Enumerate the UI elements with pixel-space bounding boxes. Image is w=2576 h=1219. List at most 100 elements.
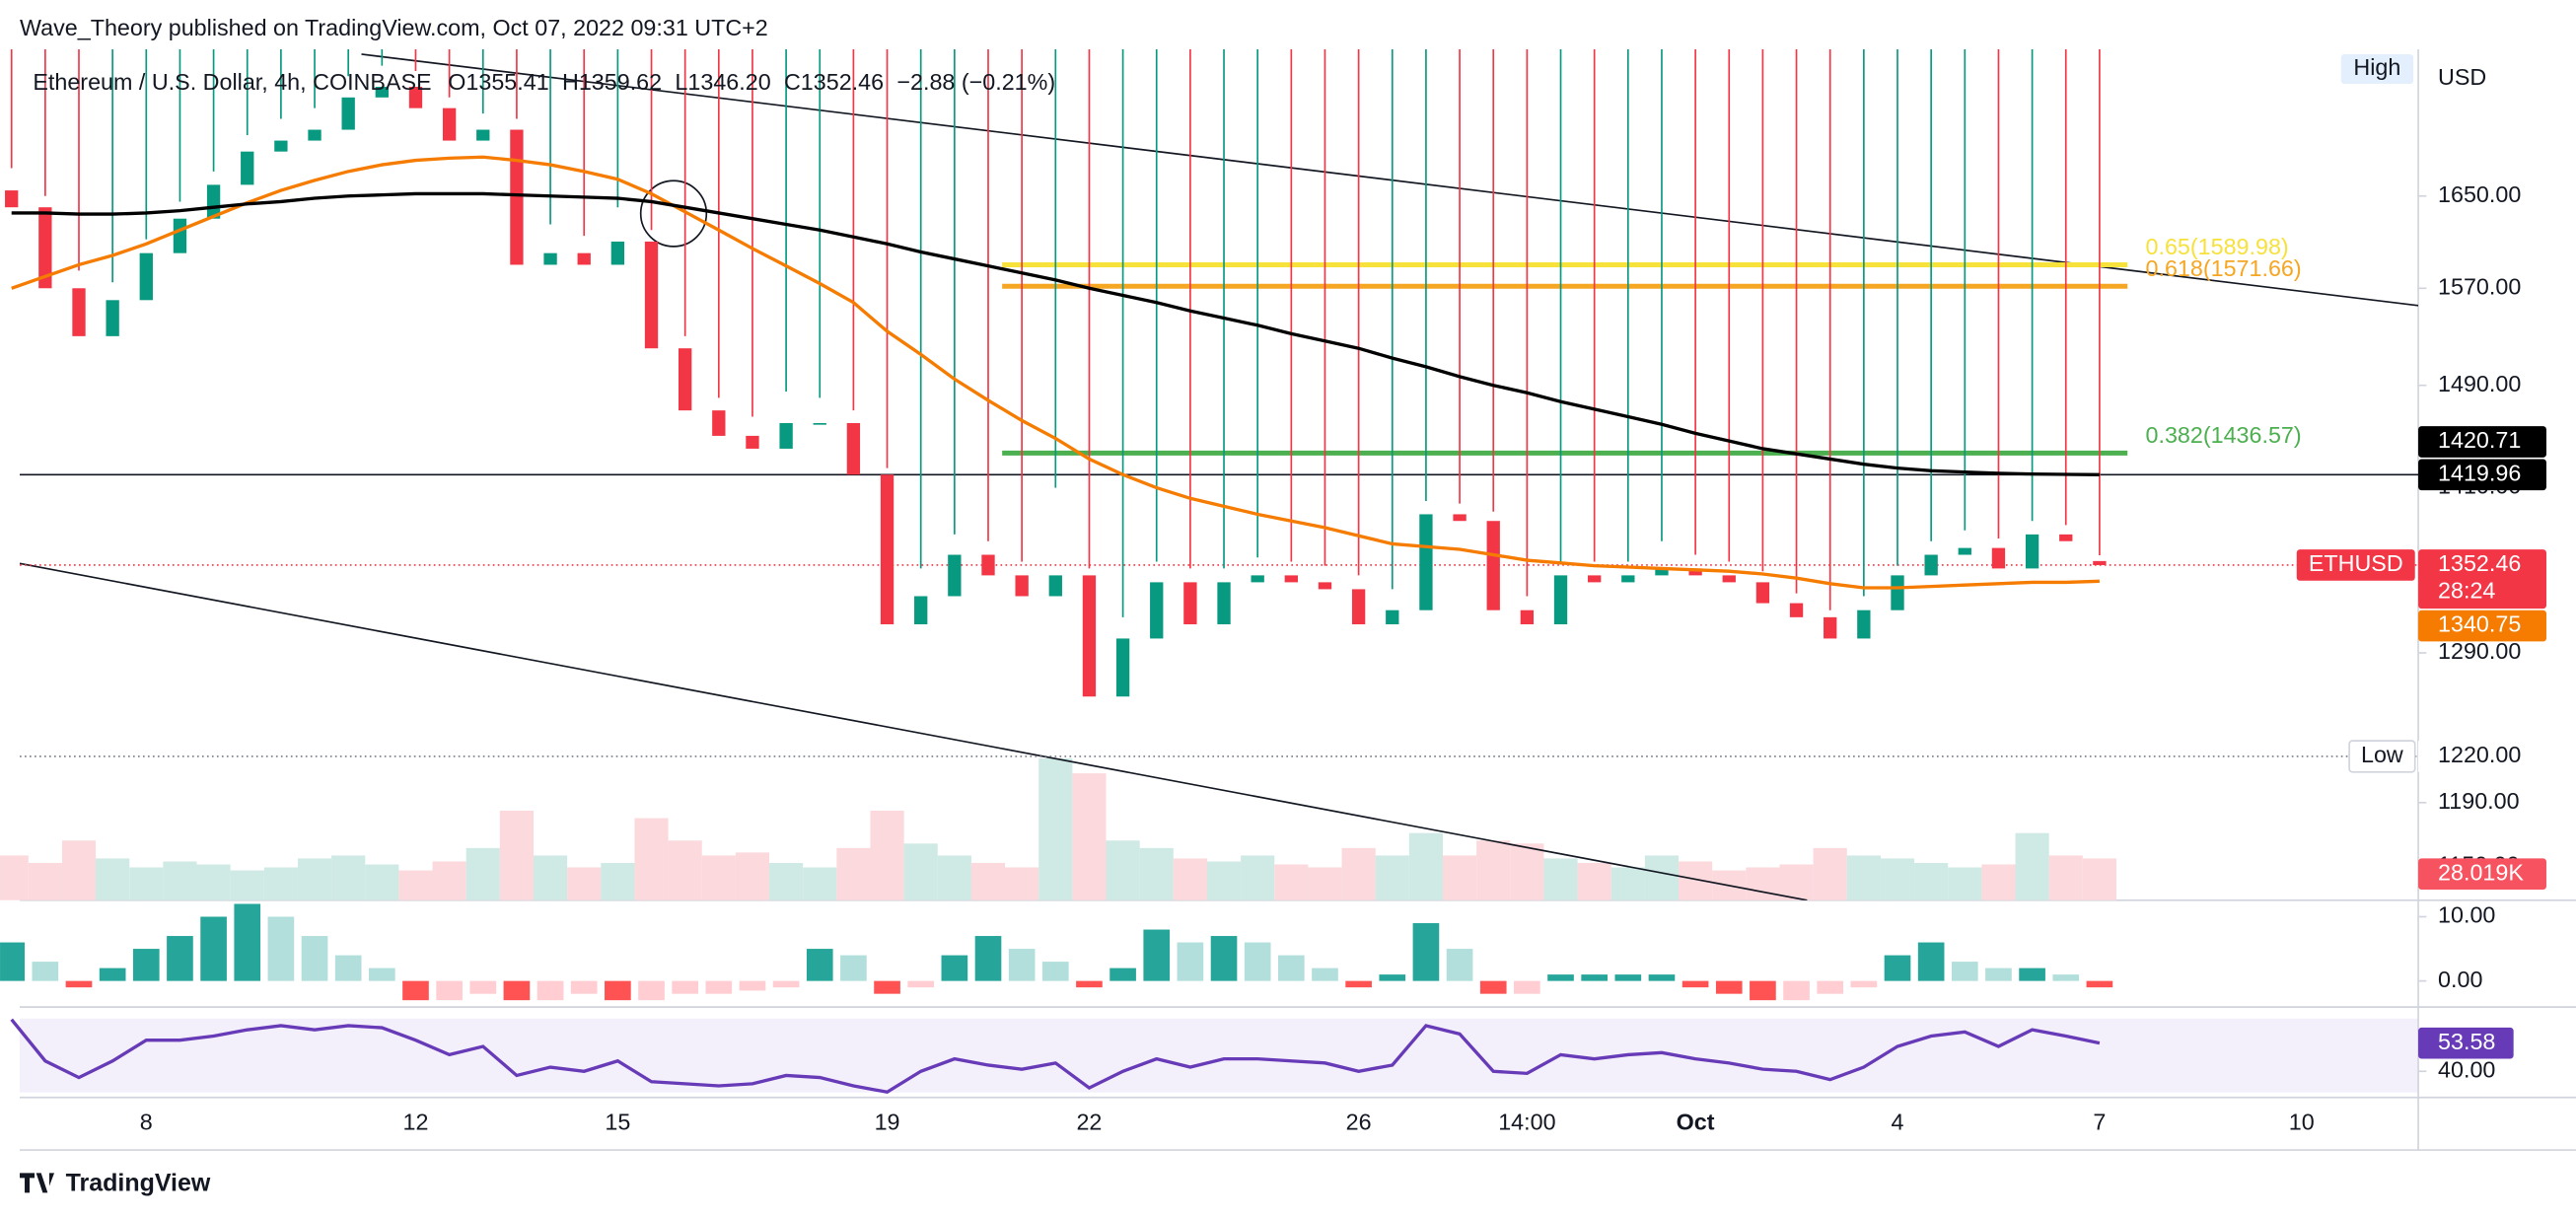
volume-bar — [1241, 855, 1275, 900]
macd-bar — [1041, 962, 1069, 981]
macd-bar — [1446, 949, 1473, 981]
x-tick-label: 4 — [1892, 1110, 1904, 1135]
macd-bar — [1750, 980, 1776, 1001]
candle-body — [1958, 547, 1971, 555]
macd-bar — [1547, 974, 1574, 981]
price-tag-label: 1420.71 — [2438, 427, 2521, 453]
x-tick-label: 22 — [1076, 1110, 1102, 1135]
symbol-tag-label: ETHUSD — [2309, 550, 2403, 576]
volume-bar — [1038, 757, 1073, 900]
candle-body — [1351, 589, 1366, 625]
volume-bar — [96, 858, 130, 900]
macd-bar — [1850, 980, 1878, 988]
rsi-band — [20, 1018, 2419, 1093]
volume-bar — [2048, 855, 2083, 900]
candle-body — [543, 252, 557, 265]
candle-body — [510, 129, 524, 265]
volume-bar — [297, 858, 332, 900]
ohlc-value: C1352.46 — [784, 69, 884, 95]
volume-bar — [1510, 843, 1544, 900]
price-tag-label: 1352.46 — [2438, 550, 2521, 576]
volume-bar — [432, 861, 466, 900]
macd-bar — [1581, 974, 1608, 981]
legend: Ethereum / U.S. Dollar, 4h, COINBASE — [33, 69, 431, 95]
macd-bar — [1076, 980, 1103, 988]
macd-bar — [1312, 968, 1338, 981]
macd-bar — [2052, 974, 2080, 981]
volume-bar — [634, 818, 669, 900]
volume-bar — [1610, 867, 1645, 900]
macd-bar — [570, 980, 598, 994]
macd-bar — [334, 955, 362, 981]
candle-body — [1251, 575, 1264, 583]
volume-bar — [668, 840, 702, 900]
volume-bar — [701, 855, 736, 900]
volume-bar — [1341, 847, 1376, 900]
candle-body — [341, 97, 355, 130]
candle-body — [813, 422, 826, 425]
candle-body — [2025, 534, 2039, 569]
volume-bar — [1779, 864, 1814, 900]
macd-bar — [267, 916, 295, 981]
fib-label: 0.65(1589.98) — [2146, 234, 2289, 259]
volume-bar — [1173, 858, 1207, 900]
macd-bar — [605, 980, 631, 1001]
macd-bar — [1345, 980, 1372, 988]
high-label: High — [2353, 54, 2400, 80]
low-label: Low — [2361, 742, 2403, 767]
macd-bar — [2019, 968, 2045, 981]
x-tick-label: 14:00 — [1498, 1110, 1555, 1135]
candle-body — [1115, 638, 1130, 697]
candle-body — [1082, 575, 1097, 697]
candle-body — [1318, 582, 1332, 590]
macd-bar — [1682, 980, 1709, 988]
macd-bar — [1278, 955, 1305, 981]
low-tag-value: 1220.00 — [2438, 742, 2521, 767]
candle-body — [1486, 521, 1500, 610]
macd-bar — [772, 980, 800, 988]
macd-bar — [1648, 974, 1676, 981]
macd-bar — [200, 916, 227, 981]
fib-label: 0.618(1571.66) — [2146, 255, 2302, 281]
candle-body — [274, 140, 288, 152]
candle-body — [1553, 575, 1568, 625]
macd-bar — [402, 980, 429, 1001]
x-tick-label: 12 — [403, 1110, 429, 1135]
candle-body — [375, 87, 389, 98]
volume-bar — [836, 847, 871, 900]
volume-bar — [1746, 867, 1780, 900]
volume-bar — [263, 867, 298, 900]
volume-tag-label: 28.019K — [2438, 859, 2524, 885]
rsi-tick-label: 40.00 — [2438, 1056, 2495, 1082]
candle-body — [1150, 582, 1164, 639]
candle-body — [2059, 534, 2073, 541]
macd-bar — [1817, 980, 1844, 994]
candle-body — [408, 87, 423, 108]
volume-bar — [970, 862, 1006, 900]
macd-bar — [672, 980, 698, 994]
volume-bar — [2015, 832, 2049, 900]
macd-tick-label: 10.00 — [2438, 902, 2495, 928]
axis-unit: USD — [2438, 64, 2486, 90]
candle-body — [1789, 603, 1804, 617]
volume-bar — [903, 843, 938, 900]
volume-bar — [735, 852, 770, 900]
volume-bar — [1408, 832, 1443, 900]
candle-body — [880, 474, 894, 625]
y-tick-label: 1490.00 — [2438, 371, 2521, 396]
candle-body — [1015, 575, 1029, 597]
volume-layer — [0, 757, 2116, 900]
high-box — [2340, 53, 2414, 84]
volume-bar — [230, 870, 264, 900]
macd-bar — [1715, 980, 1743, 994]
macd-bar — [503, 980, 531, 1001]
candle-body — [106, 300, 119, 336]
candle-body — [948, 554, 962, 597]
candle-body — [1520, 610, 1535, 625]
candle-body — [241, 151, 254, 185]
candle-body — [1588, 575, 1602, 583]
volume-bar — [1206, 861, 1242, 900]
symbol-title: Ethereum / U.S. Dollar, 4h, COINBASE — [33, 69, 431, 95]
candle-body — [2093, 560, 2107, 565]
y-tick-label: 1190.00 — [2438, 788, 2520, 814]
